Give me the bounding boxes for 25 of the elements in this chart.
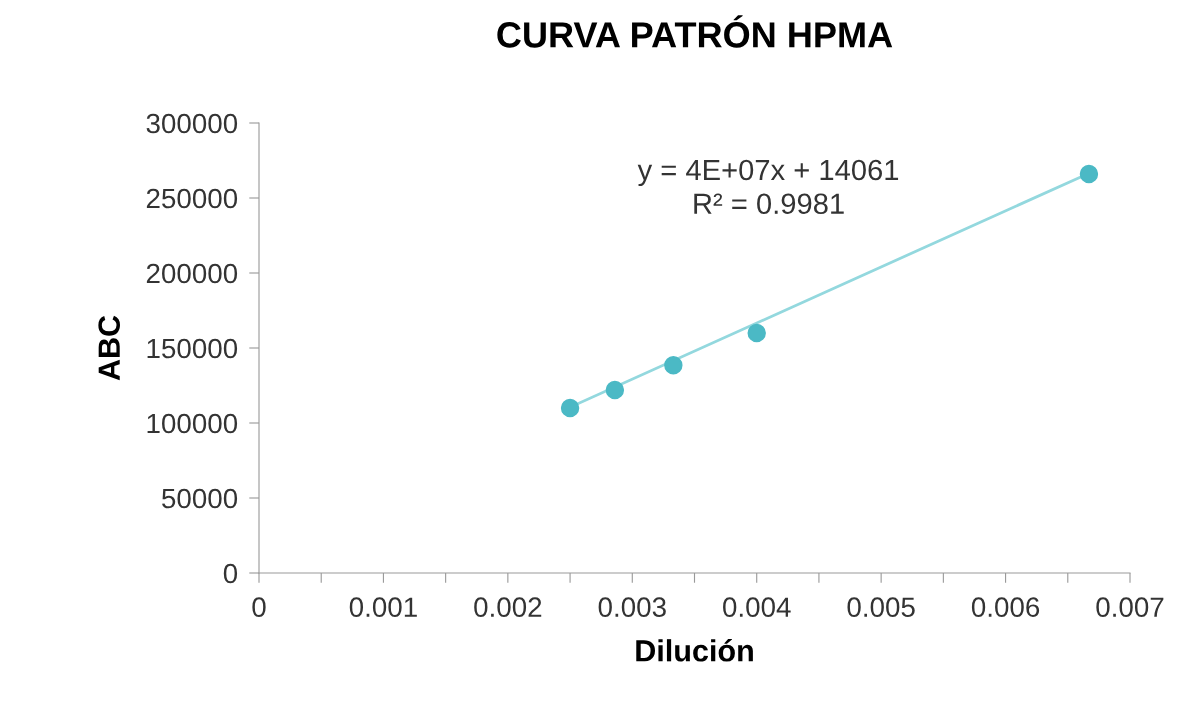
x-tick-label: 0.001 (349, 597, 417, 618)
x-axis-title: Dilución (636, 638, 753, 662)
annotation: y = 4E+07x + 14061 (637, 159, 899, 187)
y-tick-label: 250000 (146, 188, 238, 209)
y-tick-label: 50000 (162, 488, 238, 509)
x-tick-label: 0.002 (474, 597, 542, 618)
x-tick-label: 0.003 (598, 597, 666, 618)
x-tick-label: 0.007 (1096, 597, 1164, 618)
point (605, 380, 625, 400)
annotation: R² = 0.9981 (694, 193, 844, 215)
x-tick-label: 0.006 (971, 597, 1040, 618)
y-tick-label: 300000 (146, 113, 238, 134)
chart-title: CURVA PATRÓN HPMA (497, 15, 893, 48)
x-tick-label: 0.005 (847, 597, 915, 618)
point (1079, 164, 1099, 184)
x-tick-label: 0 (252, 597, 266, 618)
y-tick-label: 200000 (146, 263, 238, 284)
y-tick-label: 0 (223, 563, 238, 584)
point (664, 356, 683, 375)
y-tick-label: 100000 (147, 413, 238, 434)
x-tick-label: 0.004 (723, 597, 791, 618)
point (747, 323, 766, 343)
y-axis-title: ABC (98, 315, 120, 381)
y-tick-label: 150000 (147, 338, 238, 359)
point (560, 398, 580, 418)
